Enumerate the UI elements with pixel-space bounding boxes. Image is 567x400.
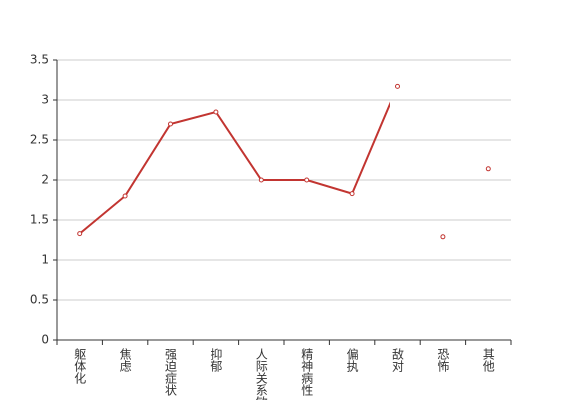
x-tick-label: 敌对 <box>391 347 405 372</box>
point <box>213 109 219 115</box>
x-tick-label: 躯体化 <box>73 347 87 385</box>
point <box>304 177 310 183</box>
point <box>440 234 446 240</box>
line <box>79 101 390 235</box>
y-tick-label: 2 <box>41 173 49 187</box>
point <box>122 193 128 199</box>
y-tick-label: 3 <box>41 93 49 107</box>
x-tick-label: 焦虑 <box>118 348 132 372</box>
y-tick-label: 0 <box>41 333 49 347</box>
point <box>349 191 355 197</box>
x-tick-label: 偏执 <box>345 347 359 373</box>
x-tick-label: 抑郁 <box>209 347 223 373</box>
x-tick-label: 其他 <box>481 348 495 372</box>
point <box>77 231 83 237</box>
y-tick-label: 1 <box>41 253 49 267</box>
y-tick-label: 3.5 <box>30 53 49 67</box>
point <box>168 121 173 127</box>
y-tick-label: 2.5 <box>30 133 49 147</box>
x-tick-label: 强迫症状 <box>164 348 178 396</box>
y-tick-label: 0.5 <box>30 293 49 307</box>
x-tick-label: 恐怖 <box>436 348 450 372</box>
x-tick-label: 人际关系敏感 <box>254 348 268 400</box>
point <box>258 177 264 183</box>
y-tick-label: 1.5 <box>30 213 49 227</box>
point <box>485 166 491 172</box>
point <box>395 83 400 89</box>
x-tick-label: 精神病性 <box>300 348 314 397</box>
